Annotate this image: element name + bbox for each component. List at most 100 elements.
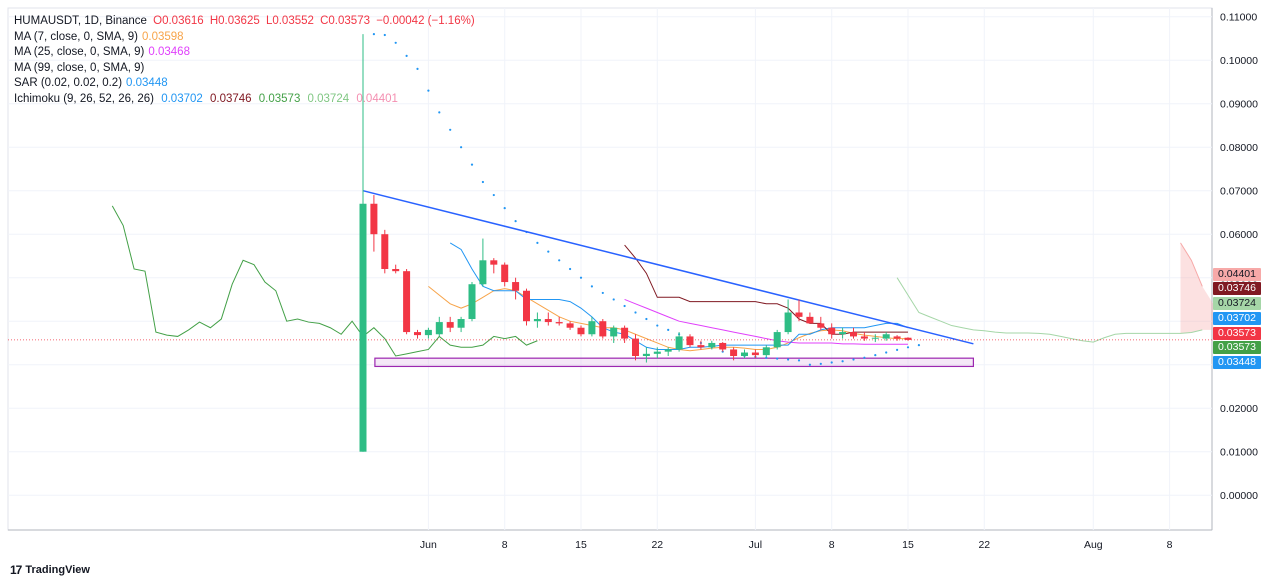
sar-point: [841, 360, 844, 363]
series-line: [624, 244, 908, 335]
sar-point: [569, 267, 572, 271]
indicator-ma7: MA (7, close, 0, SMA, 9) 0.03598: [14, 30, 478, 46]
candle-body: [392, 269, 400, 272]
x-tick-label: 8: [1167, 539, 1173, 551]
price-label: 0.03448: [1213, 356, 1261, 369]
candle-body: [566, 323, 574, 328]
y-tick-label: 0.01000: [1220, 447, 1258, 459]
x-tick-label: 22: [978, 539, 990, 551]
symbol-line: HUMAUSDT, 1D, Binance: [14, 15, 147, 27]
candle-body: [850, 332, 857, 337]
footer: 17 TradingView: [10, 563, 90, 577]
sar-point: [590, 285, 594, 288]
sar-point: [503, 207, 506, 210]
candle-body: [446, 322, 454, 328]
axes: 0.11000 0.10000 0.09000 0.08000 0.07000 0.060…: [420, 12, 1258, 551]
candle-body: [533, 319, 541, 322]
support-zone: [374, 357, 974, 368]
sar-point: [449, 128, 452, 131]
sar-point: [623, 304, 626, 308]
indicator-value: 0.03448: [126, 77, 168, 90]
sar-point: [416, 67, 419, 70]
sar-point: [579, 276, 583, 279]
candle-body: [403, 271, 411, 333]
chart-grid: [7, 7, 1213, 531]
ichimoku-base-value: 0.03746: [209, 92, 252, 105]
price-label: 0.03702: [1213, 312, 1261, 325]
series-line: [428, 286, 908, 352]
x-tick-label: 8: [829, 539, 835, 551]
x-tick-label: 15: [575, 539, 587, 551]
candle-body: [708, 342, 716, 348]
candle-body: [730, 349, 738, 356]
candle-body: [719, 342, 727, 350]
indicator-label: MA (7, close, 0, SMA, 9): [14, 30, 138, 43]
candle-body: [621, 327, 629, 339]
sar-point: [917, 344, 921, 347]
sar-point: [481, 180, 484, 184]
price-label: 0.03746: [1213, 282, 1261, 295]
ohlc-row: HUMAUSDT, 1D, Binance O0.03616 H0.03625 …: [14, 14, 478, 30]
candle-body: [599, 321, 607, 337]
x-tick-label: 22: [651, 539, 663, 551]
ichimoku-leading-b-value: 0.04401: [356, 92, 398, 105]
y-tick-label: 0.06000: [1220, 229, 1258, 241]
price-label: 0.03724: [1213, 297, 1261, 310]
candle-body: [359, 203, 367, 452]
sar-point: [372, 33, 375, 36]
sar-point: [612, 298, 615, 301]
candle-body: [457, 319, 465, 328]
indicator-label: Ichimoku (9, 26, 52, 26, 26): [14, 92, 154, 105]
candle-body: [424, 329, 432, 336]
candle-body: [904, 337, 912, 340]
sar-point: [830, 361, 833, 364]
candle-body: [544, 319, 552, 323]
sar-point: [906, 346, 910, 349]
trend-line: [362, 189, 974, 345]
candle-body: [686, 336, 694, 346]
y-tick-label: 0.08000: [1220, 142, 1258, 154]
candle-body: [893, 336, 901, 339]
sar-point: [896, 348, 899, 352]
candle-body: [697, 345, 705, 348]
series-line: [111, 205, 538, 357]
y-tick-label: 0.07000: [1220, 186, 1258, 198]
candle-body: [588, 321, 596, 335]
sar-point: [776, 357, 779, 360]
sar-point: [438, 111, 441, 114]
sar-point: [797, 359, 801, 362]
sar-point: [634, 311, 637, 314]
tradingview-logo-icon: 17: [10, 563, 22, 577]
candle-body: [501, 264, 509, 283]
candle-body: [610, 327, 618, 337]
candle-body: [741, 352, 748, 356]
indicator-ma25: MA (25, close, 0, SMA, 9) 0.03468: [14, 45, 478, 61]
x-tick-label: Jul: [749, 539, 762, 551]
candle-body: [795, 312, 803, 317]
candle-body: [632, 338, 639, 356]
candle-body: [762, 347, 770, 356]
sar-point: [765, 356, 768, 359]
y-tick-label: 0.11000: [1220, 12, 1257, 24]
sar-point: [558, 259, 561, 262]
candle-body: [828, 327, 836, 335]
sar-point: [787, 358, 790, 361]
sar-point: [656, 324, 659, 327]
candle-body: [468, 284, 476, 320]
candle-body: [839, 332, 847, 335]
chart-legend: HUMAUSDT, 1D, Binance O0.03616 H0.03625 …: [14, 14, 478, 108]
candles: [359, 34, 912, 452]
price-label: 0.04401: [1213, 268, 1261, 281]
indicator-ichimoku: Ichimoku (9, 26, 52, 26, 26) 0.03702 0.0…: [14, 92, 478, 108]
candle-body: [523, 290, 530, 322]
y-tick-label: 0.00000: [1220, 490, 1258, 502]
ichimoku-leading-a-value: 0.03724: [307, 92, 350, 105]
candle-body: [414, 332, 421, 336]
candle-body: [370, 203, 378, 235]
sar-point: [547, 250, 550, 253]
x-tick-label: 15: [902, 539, 914, 551]
indicator-value: 0.03598: [141, 30, 184, 43]
series-line: [896, 277, 1203, 343]
sar-point: [667, 328, 670, 331]
